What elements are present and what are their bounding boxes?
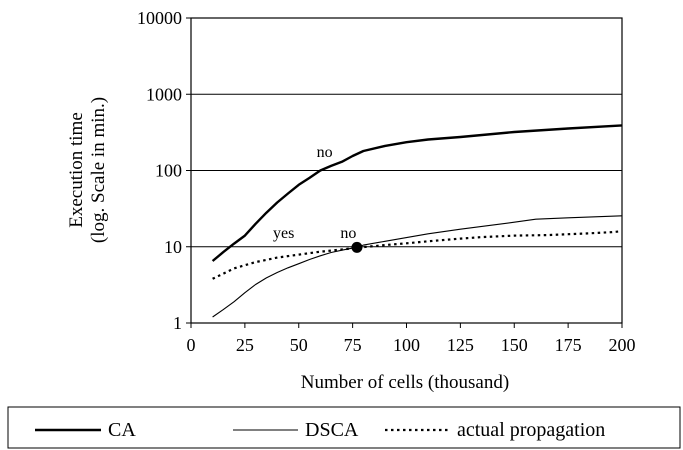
y-axis-title-line1: Execution time [66, 112, 87, 228]
x-tick-label-125: 125 [447, 335, 474, 355]
grid-lines [186, 17, 623, 328]
annotation-no-2: no [340, 225, 356, 242]
legend-label-dsca: DSCA [305, 419, 359, 441]
annotation-no-0: no [317, 144, 333, 161]
legend: CA DSCA actual propagation [7, 406, 681, 449]
series-line-dsca [212, 215, 623, 318]
annotation-yes-1: yes [273, 225, 294, 242]
legend-label-actual-propagation: actual propagation [457, 419, 605, 441]
x-tick-label-100: 100 [393, 335, 420, 355]
y-tick-label-100: 100 [155, 161, 182, 181]
x-tick-label-200: 200 [609, 335, 636, 355]
x-tick-label-0: 0 [187, 335, 196, 355]
series-line-ca [211, 124, 623, 262]
legend-frame [7, 406, 681, 449]
x-tick-label-50: 50 [290, 335, 308, 355]
x-tick-label-25: 25 [236, 335, 254, 355]
y-axis-title-line2: (log. Scale in min.) [88, 97, 109, 243]
y-tick-label-10000: 10000 [137, 8, 182, 28]
plot-frame [190, 17, 623, 324]
series-line-actual-propagation [212, 230, 623, 280]
x-tick-label-175: 175 [555, 335, 582, 355]
x-tick-label-75: 75 [344, 335, 362, 355]
y-tick-label-10: 10 [164, 237, 182, 257]
tick-labels: 1 10 100 1000 10000 0 25 50 75 100 125 150 175 200 [137, 8, 636, 355]
series-lines [211, 124, 623, 318]
y-tick-label-1000: 1000 [146, 84, 182, 104]
y-tick-label-1: 1 [173, 313, 182, 333]
x-axis-title: Number of cells (thousand) [301, 372, 509, 393]
x-tick-label-150: 150 [501, 335, 528, 355]
legend-label-ca: CA [108, 419, 136, 441]
annotations: no yes no [273, 144, 363, 253]
intersection-marker [351, 241, 363, 253]
